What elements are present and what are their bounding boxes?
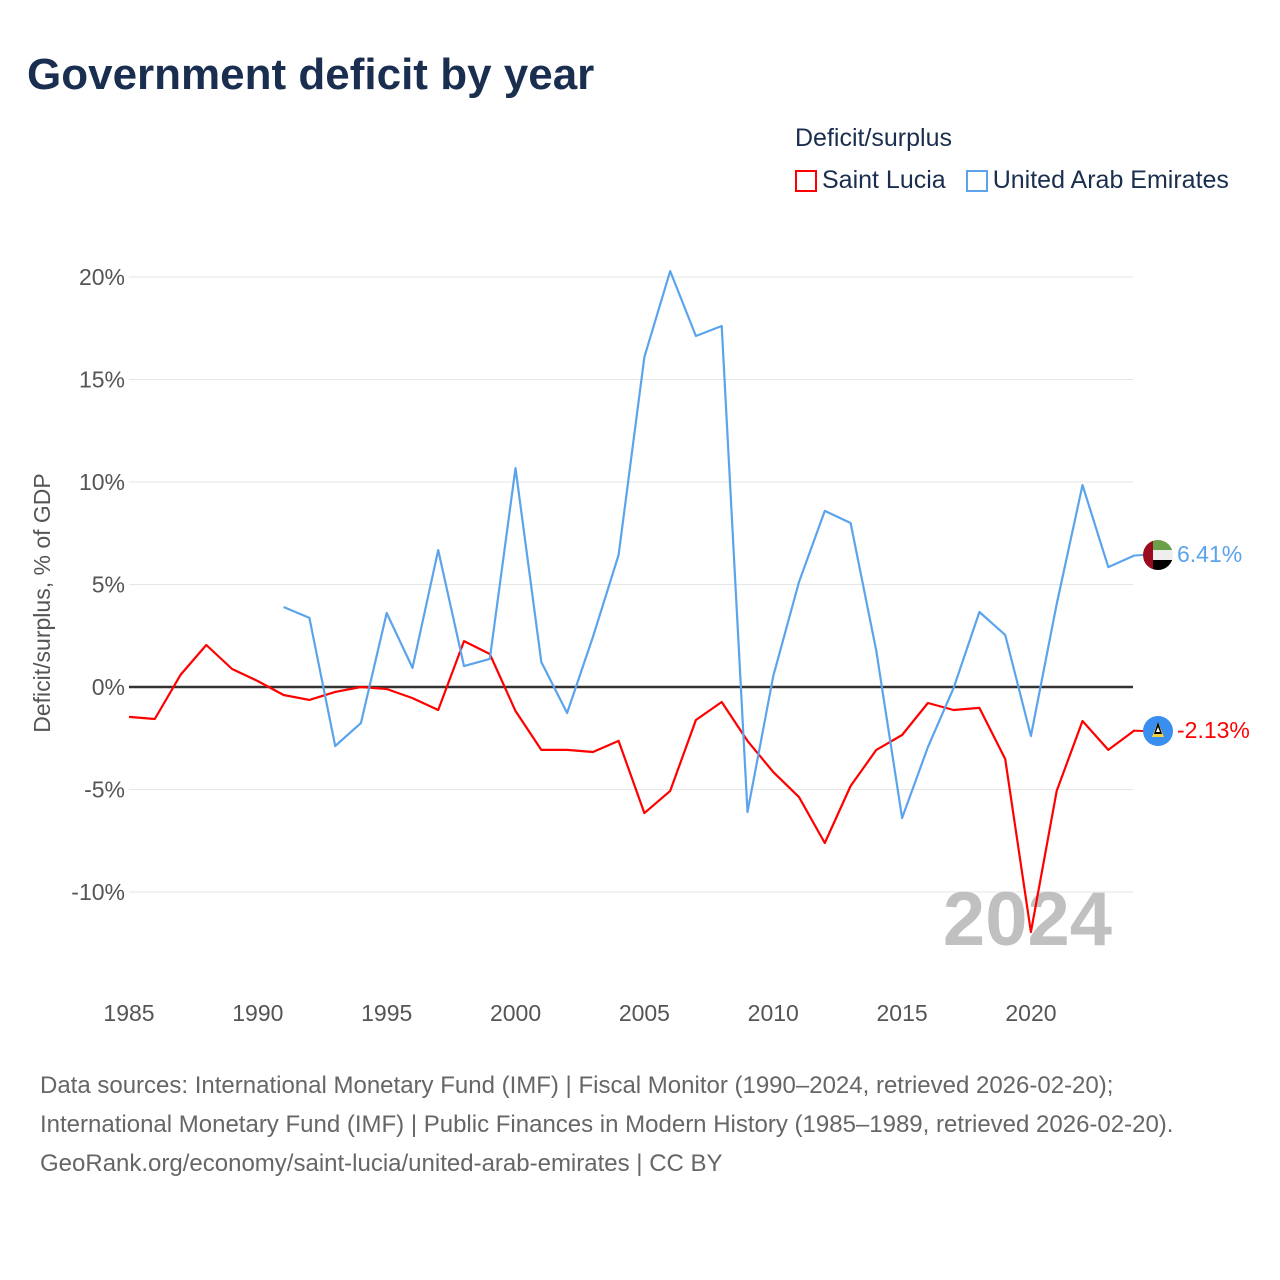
footer: Data sources: International Monetary Fun… bbox=[40, 1066, 1240, 1183]
year-watermark: 2024 bbox=[943, 877, 1112, 962]
series-line-uae bbox=[283, 270, 1135, 820]
y-axis-label: Deficit/surplus, % of GDP bbox=[29, 473, 55, 732]
y-tick-label: 10% bbox=[79, 469, 125, 495]
x-tick-label: 2005 bbox=[619, 1000, 670, 1026]
y-tick-label: -5% bbox=[84, 777, 125, 803]
x-tick-label: 2020 bbox=[1005, 1000, 1056, 1026]
end-connector bbox=[1132, 554, 1144, 557]
legend-title: Deficit/surplus bbox=[795, 124, 952, 152]
y-tick-label: 15% bbox=[79, 367, 125, 393]
legend-label: United Arab Emirates bbox=[992, 166, 1229, 194]
uae-end-label: 6.41% bbox=[1177, 541, 1242, 567]
series-line-saint-lucia bbox=[128, 639, 1135, 934]
y-tick-label: 5% bbox=[92, 572, 125, 598]
y-tick-label: -10% bbox=[71, 879, 125, 905]
x-tick-label: 1985 bbox=[103, 1000, 154, 1026]
x-tick-label: 1995 bbox=[361, 1000, 412, 1026]
y-tick-label: 20% bbox=[79, 264, 125, 290]
x-tick-label: 2000 bbox=[490, 1000, 541, 1026]
data-sources: Data sources: International Monetary Fun… bbox=[40, 1072, 1174, 1138]
legend: Saint Lucia United Arab Emirates bbox=[795, 166, 1229, 195]
legend-swatch-saint-lucia bbox=[795, 169, 817, 192]
x-tick-label: 2015 bbox=[877, 1000, 928, 1026]
x-tick-label: 1990 bbox=[232, 1000, 283, 1026]
chart-title: Government deficit by year bbox=[27, 50, 595, 99]
legend-swatch-uae bbox=[965, 169, 988, 192]
plot-area: -10% -5% 0% 5% 10% 15% 20% 1985 1990 1995 2000 2005… bbox=[29, 264, 1250, 1026]
legend-item-uae[interactable]: United Arab Emirates bbox=[965, 166, 1229, 195]
saint-lucia-flag-icon bbox=[1143, 716, 1173, 746]
x-tick-label: 2010 bbox=[748, 1000, 799, 1026]
y-tick-label: 0% bbox=[92, 674, 125, 700]
legend-label: Saint Lucia bbox=[822, 166, 946, 194]
saint-lucia-end-label: -2.13% bbox=[1177, 717, 1250, 743]
credit-link[interactable]: GeoRank.org/economy/saint-lucia/united-a… bbox=[40, 1150, 723, 1177]
uae-flag-icon bbox=[1143, 540, 1173, 570]
legend-item-saint-lucia[interactable]: Saint Lucia bbox=[795, 166, 946, 195]
